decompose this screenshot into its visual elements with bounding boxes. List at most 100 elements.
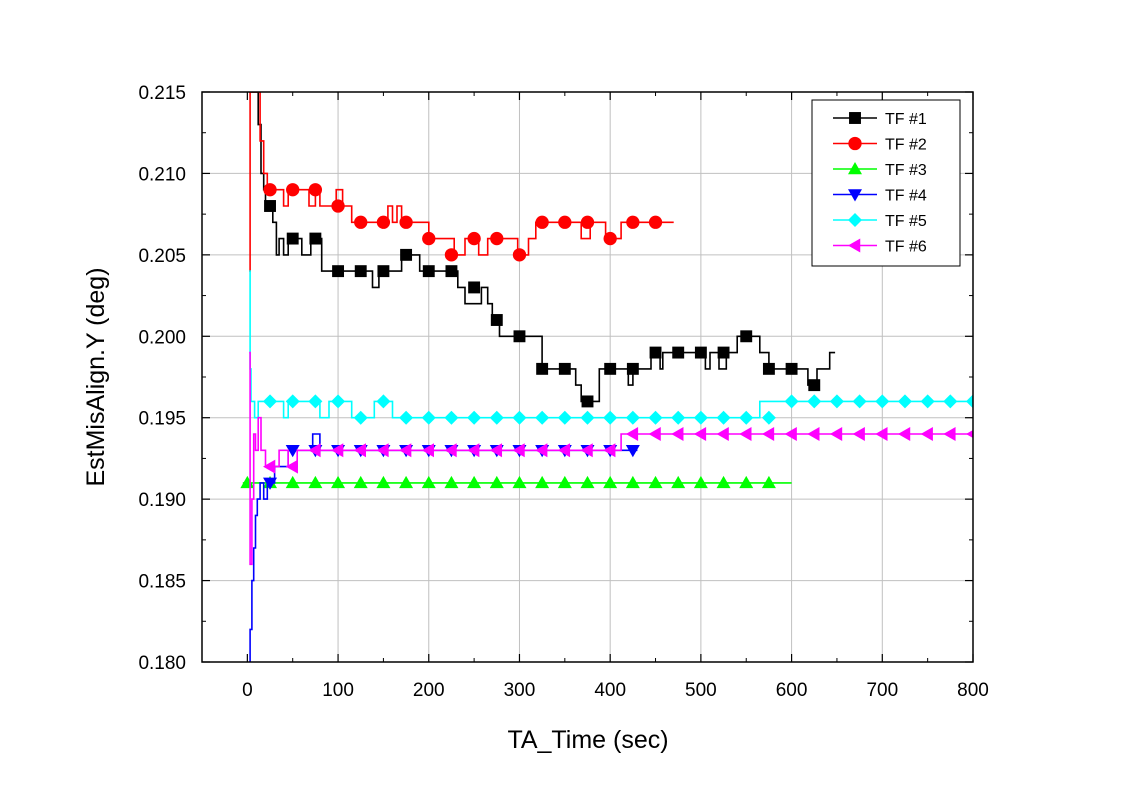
- data-point: [331, 443, 344, 458]
- x-tick-label: 700: [866, 680, 898, 701]
- data-point: [829, 394, 844, 409]
- data-point: [263, 459, 276, 474]
- data-point: [308, 394, 323, 409]
- data-point: [400, 248, 413, 261]
- data-point: [444, 443, 457, 458]
- data-point: [376, 215, 391, 229]
- data-point: [399, 475, 414, 489]
- data-point: [625, 445, 640, 458]
- data-point: [331, 394, 346, 409]
- x-tick-label: 200: [413, 680, 445, 701]
- data-point: [852, 394, 867, 409]
- data-point: [852, 427, 865, 441]
- data-point: [693, 427, 707, 441]
- x-tick-label: 300: [504, 680, 536, 701]
- data-point: [557, 475, 572, 489]
- data-point: [353, 475, 368, 489]
- legend-entry: TF #3: [833, 162, 927, 179]
- series-tf-1: [249, 92, 836, 408]
- data-point: [489, 410, 504, 425]
- y-tick-label: 0.180: [138, 653, 186, 674]
- series-tf-6: [249, 351, 973, 566]
- data-point: [966, 394, 973, 409]
- data-point: [693, 410, 708, 425]
- x-tick-label: 100: [322, 680, 354, 701]
- data-point: [444, 248, 459, 262]
- data-point: [467, 475, 482, 489]
- data-point: [943, 394, 958, 409]
- data-point: [512, 475, 527, 489]
- data-point: [285, 394, 300, 409]
- data-point: [263, 477, 278, 490]
- data-point: [784, 427, 797, 441]
- data-point: [648, 410, 663, 425]
- y-tick-label: 0.215: [138, 83, 186, 104]
- data-point: [557, 443, 571, 458]
- data-point: [308, 183, 323, 197]
- data-point: [716, 427, 729, 441]
- data-point: [399, 443, 412, 458]
- data-point: [399, 410, 414, 425]
- data-point: [625, 427, 639, 441]
- data-point: [376, 475, 391, 489]
- data-point: [489, 443, 503, 458]
- data-point: [445, 265, 458, 278]
- data-point: [354, 215, 368, 229]
- legend-box: [811, 99, 961, 267]
- data-point: [309, 232, 322, 245]
- data-point: [648, 215, 663, 229]
- data-point: [285, 459, 298, 474]
- legend-marker: [848, 213, 862, 227]
- data-point: [625, 475, 640, 489]
- x-tick-label: 400: [594, 680, 626, 701]
- series-line: [249, 270, 973, 419]
- data-point: [739, 410, 754, 425]
- x-tick-label: 600: [776, 680, 808, 701]
- data-point: [512, 248, 527, 262]
- data-point: [264, 200, 276, 212]
- data-point: [285, 475, 300, 489]
- data-point: [580, 215, 595, 229]
- y-tick-label: 0.190: [138, 490, 186, 511]
- data-point: [761, 427, 775, 441]
- data-point: [263, 394, 278, 409]
- data-point: [897, 427, 911, 441]
- data-point: [444, 410, 459, 425]
- data-point: [648, 427, 661, 441]
- data-point: [285, 445, 300, 458]
- data-point: [580, 410, 595, 425]
- data-point: [353, 443, 366, 458]
- x-tick-label: 500: [685, 680, 717, 701]
- data-point: [490, 231, 504, 246]
- data-point: [785, 362, 798, 375]
- data-point: [762, 362, 775, 375]
- data-point: [468, 281, 481, 294]
- data-point: [490, 314, 503, 326]
- data-point: [716, 410, 731, 425]
- legend-entry: TF #4: [833, 188, 927, 205]
- data-point: [671, 475, 686, 489]
- legend-marker: [848, 189, 862, 202]
- y-tick-label: 0.200: [138, 327, 186, 348]
- legend-label: TF #6: [885, 239, 927, 256]
- data-point: [603, 475, 618, 489]
- data-point: [308, 443, 321, 458]
- y-tick-label: 0.195: [138, 409, 186, 430]
- data-point: [331, 475, 346, 489]
- y-tick-label: 0.185: [138, 572, 186, 593]
- data-point: [512, 410, 527, 425]
- data-point: [739, 475, 754, 489]
- data-point: [761, 410, 776, 425]
- data-point: [331, 199, 345, 213]
- data-point: [943, 427, 956, 441]
- legend-marker: [849, 112, 861, 124]
- series-line: [249, 92, 836, 403]
- x-axis-title: TA_Time (sec): [507, 726, 668, 754]
- data-point: [376, 443, 389, 458]
- data-point: [920, 394, 935, 409]
- data-point: [626, 215, 640, 229]
- y-tick-label: 0.205: [138, 246, 186, 267]
- legend-entry: TF #1: [833, 111, 927, 128]
- legend-marker: [848, 162, 862, 175]
